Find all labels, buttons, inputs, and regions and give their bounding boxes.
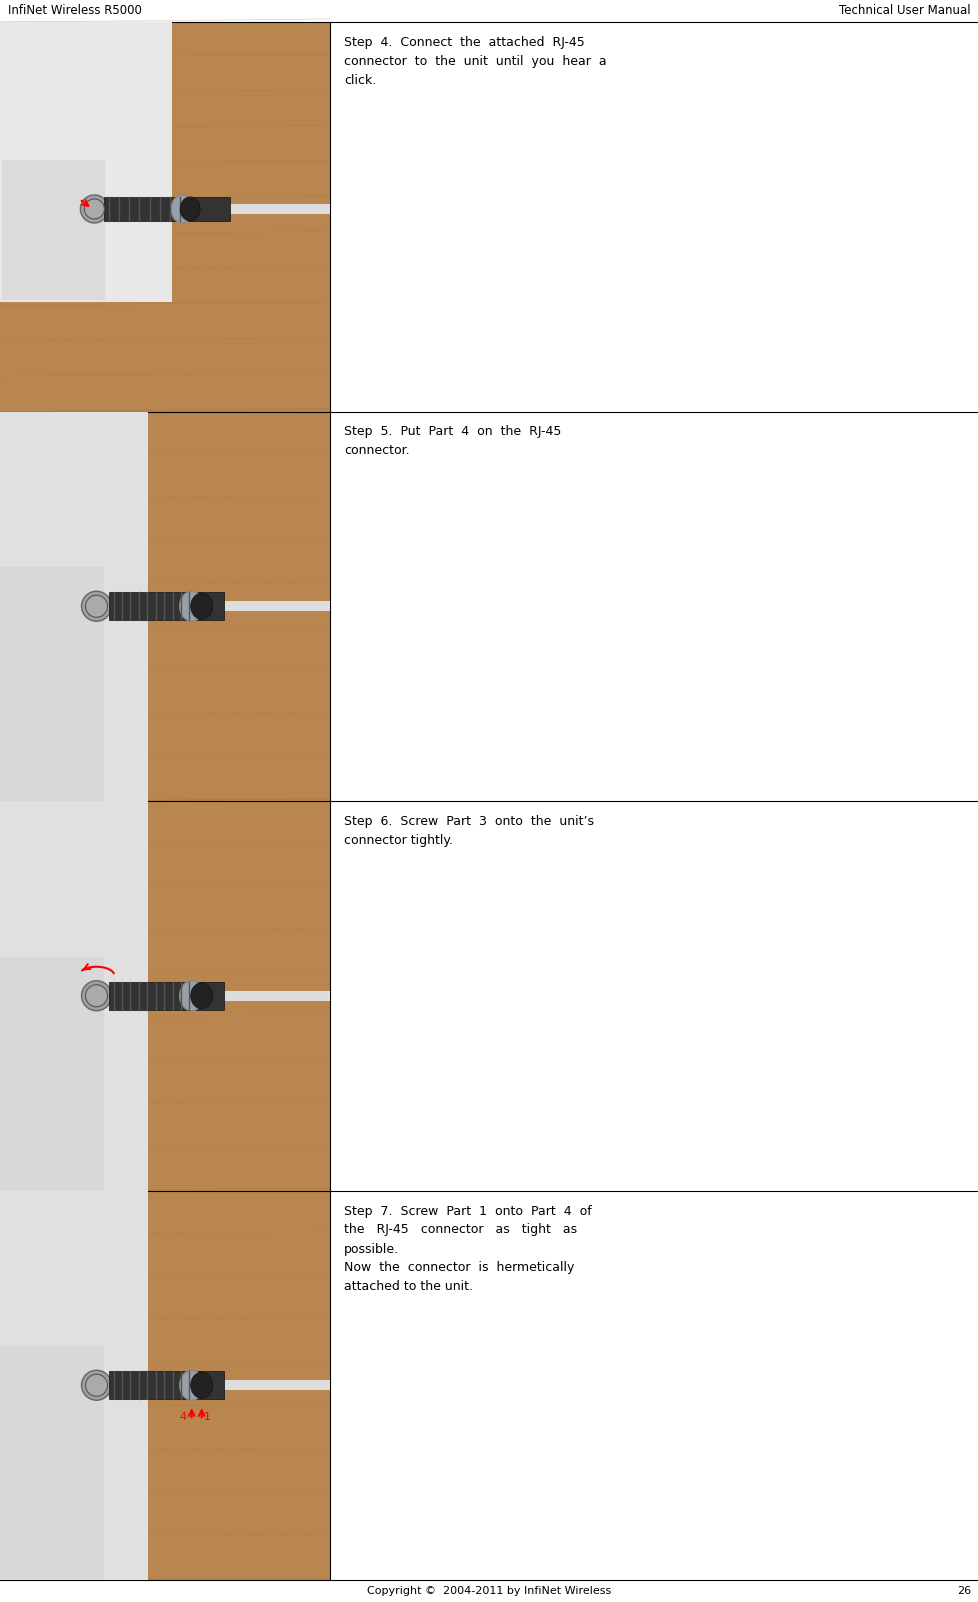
Ellipse shape bbox=[191, 1373, 212, 1399]
Ellipse shape bbox=[171, 195, 193, 223]
Text: 1: 1 bbox=[203, 1413, 210, 1423]
Ellipse shape bbox=[85, 985, 108, 1006]
Bar bbox=[210, 990, 330, 1001]
Text: Step  7.  Screw  Part  1  onto  Part  4  of
the   RJ-45   connector   as   tight: Step 7. Screw Part 1 onto Part 4 of the … bbox=[343, 1205, 591, 1293]
Bar bbox=[210, 1381, 330, 1391]
Bar bbox=[109, 593, 224, 620]
Ellipse shape bbox=[180, 1370, 203, 1400]
Text: InfiNet Wireless R5000: InfiNet Wireless R5000 bbox=[8, 5, 142, 18]
Text: Step  6.  Screw  Part  3  onto  the  unit’s
connector tightly.: Step 6. Screw Part 3 onto the unit’s con… bbox=[343, 815, 594, 847]
Ellipse shape bbox=[180, 980, 203, 1011]
Ellipse shape bbox=[191, 982, 212, 1009]
Ellipse shape bbox=[85, 596, 108, 617]
Bar bbox=[0, 412, 149, 801]
Bar bbox=[109, 1371, 224, 1399]
Text: Step  4.  Connect  the  attached  RJ-45
connector  to  the  unit  until  you  he: Step 4. Connect the attached RJ-45 conne… bbox=[343, 35, 606, 87]
Bar bbox=[0, 956, 104, 1190]
Bar bbox=[0, 22, 171, 303]
Ellipse shape bbox=[81, 980, 111, 1011]
Bar bbox=[0, 1190, 149, 1580]
Ellipse shape bbox=[80, 195, 109, 223]
Ellipse shape bbox=[85, 1375, 108, 1397]
Bar bbox=[109, 982, 224, 1009]
Bar bbox=[0, 801, 330, 1190]
Text: Copyright ©  2004-2011 by InfiNet Wireless: Copyright © 2004-2011 by InfiNet Wireles… bbox=[367, 1586, 611, 1596]
Bar bbox=[210, 601, 330, 612]
Text: 26: 26 bbox=[956, 1586, 970, 1596]
Bar bbox=[198, 203, 330, 215]
Ellipse shape bbox=[180, 591, 203, 622]
Text: Technical User Manual: Technical User Manual bbox=[838, 5, 970, 18]
Bar bbox=[0, 1346, 104, 1580]
Text: Step  5.  Put  Part  4  on  the  RJ-45
connector.: Step 5. Put Part 4 on the RJ-45 connecto… bbox=[343, 426, 560, 458]
Bar bbox=[0, 567, 104, 801]
Ellipse shape bbox=[84, 199, 105, 219]
Ellipse shape bbox=[191, 593, 212, 620]
Bar bbox=[0, 801, 149, 1190]
Ellipse shape bbox=[81, 591, 111, 622]
Bar bbox=[105, 197, 230, 221]
Bar bbox=[2, 160, 105, 301]
Text: 4: 4 bbox=[180, 1413, 187, 1423]
Bar bbox=[0, 1190, 330, 1580]
Ellipse shape bbox=[81, 1370, 111, 1400]
Ellipse shape bbox=[180, 197, 200, 221]
Bar bbox=[0, 412, 330, 801]
Bar bbox=[0, 22, 330, 412]
